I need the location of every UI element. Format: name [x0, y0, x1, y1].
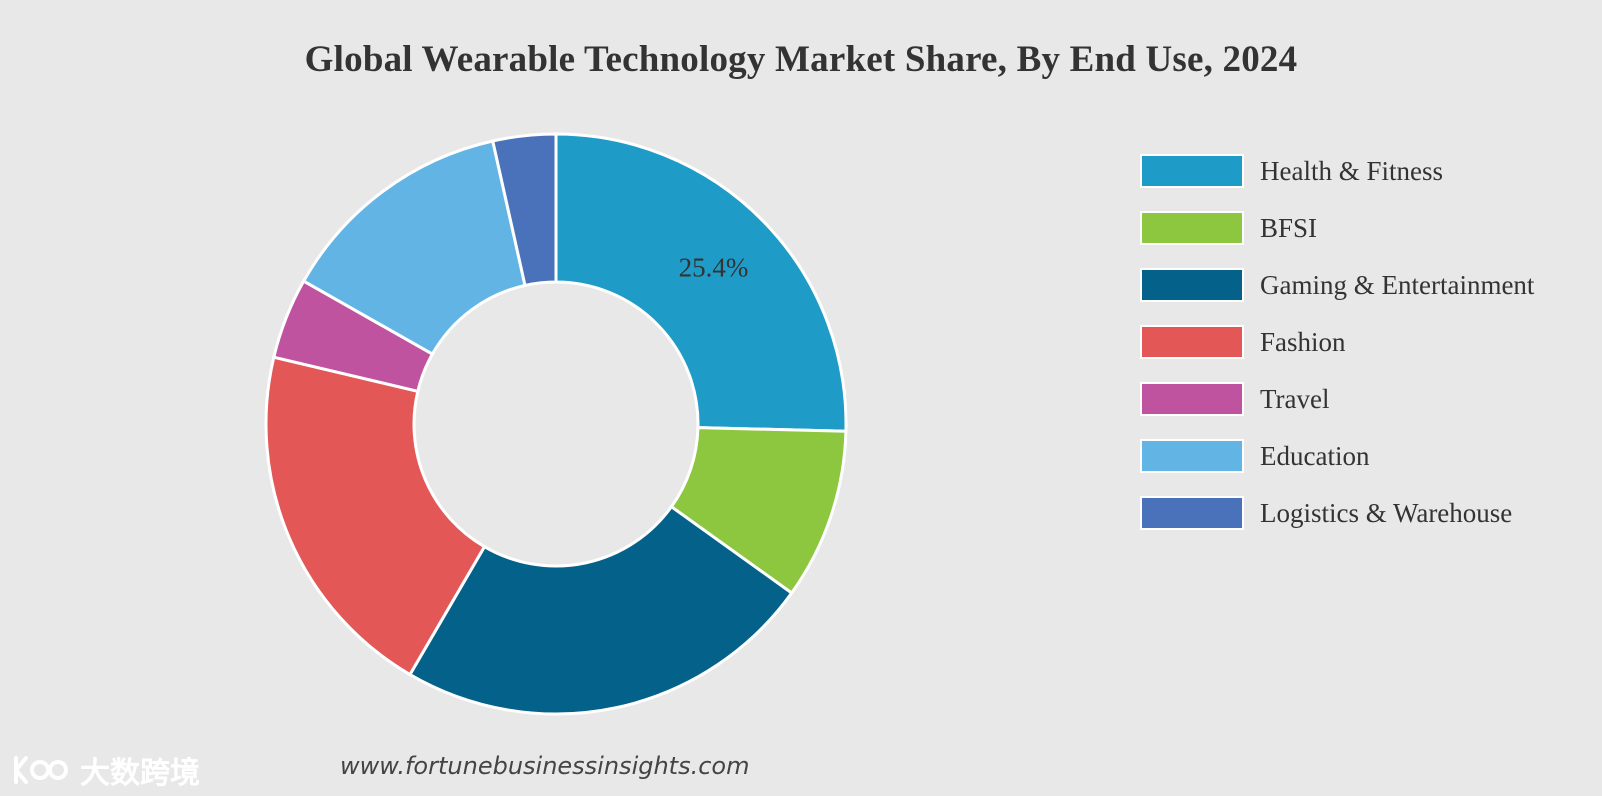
legend-swatch: [1140, 154, 1244, 188]
legend-item-bfsi: BFSI: [1140, 211, 1534, 268]
data-label-health-and-fitness: 25.4%: [679, 253, 749, 283]
chart-title: Global Wearable Technology Market Share,…: [304, 39, 1298, 80]
donut-data-labels: 25.4%: [679, 253, 749, 283]
legend-label: Fashion: [1260, 327, 1346, 357]
legend-item-travel: Travel: [1140, 382, 1534, 439]
legend-item-education: Education: [1140, 439, 1534, 496]
watermark: 大数跨境: [12, 748, 200, 792]
source-url: www.fortunebusinessinsights.com: [340, 752, 750, 780]
legend-label: Education: [1260, 441, 1370, 471]
legend-swatch: [1140, 439, 1244, 473]
legend-swatch: [1140, 325, 1244, 359]
legend-label: Gaming & Entertainment: [1260, 270, 1535, 300]
legend-swatch: [1140, 211, 1244, 245]
legend-label: Health & Fitness: [1260, 156, 1443, 186]
legend-label: BFSI: [1260, 213, 1318, 243]
legend-item-gaming-and-entertainment: Gaming & Entertainment: [1140, 268, 1534, 325]
legend-swatch: [1140, 268, 1244, 302]
slice-education: [302, 139, 527, 356]
slice-health-and-fitness: [554, 132, 848, 433]
legend: Health & Fitness BFSI Gaming & Entertainme…: [1140, 154, 1534, 553]
donut-slices: [264, 132, 848, 716]
legend-label: Travel: [1260, 384, 1330, 414]
legend-label: Logistics & Warehouse: [1260, 498, 1513, 528]
legend-swatch: [1140, 382, 1244, 416]
slice-gaming-and-entertainment: [408, 505, 794, 716]
watermark-text: 大数跨境: [80, 756, 200, 791]
k-loop-logo-icon: [14, 756, 68, 784]
legend-swatch: [1140, 496, 1244, 530]
legend-item-logistics-and-warehouse: Logistics & Warehouse: [1140, 496, 1534, 553]
slice-logistics-and-warehouse: [491, 132, 558, 287]
slice-fashion: [264, 355, 486, 677]
legend-item-fashion: Fashion: [1140, 325, 1534, 382]
legend-item-health-and-fitness: Health & Fitness: [1140, 154, 1534, 211]
